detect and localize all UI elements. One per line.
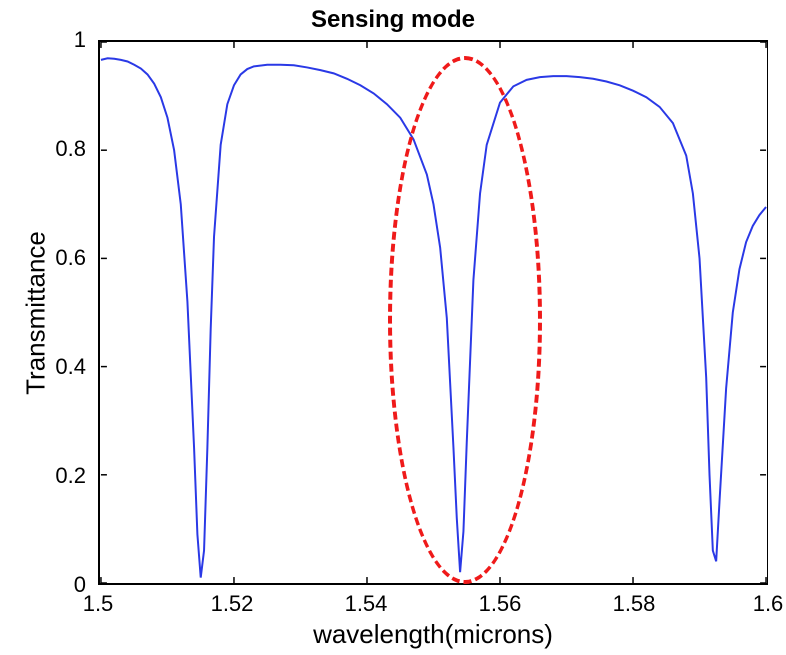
x-tick: 1.58 bbox=[613, 591, 656, 617]
annotation-sensing-mode: Sensing mode bbox=[0, 6, 786, 34]
annotation-text: Sensing mode bbox=[311, 6, 475, 33]
x-axis-label: wavelength(microns) bbox=[313, 619, 553, 650]
x-tick: 1.56 bbox=[479, 591, 522, 617]
sensing-mode-highlight-ellipse bbox=[388, 56, 542, 585]
x-tick: 1.54 bbox=[345, 591, 388, 617]
y-axis-label: Transmittance bbox=[21, 231, 52, 395]
x-tick: 1.5 bbox=[83, 591, 114, 617]
figure-root: { "figure": { "width": 786, "height": 65… bbox=[0, 0, 786, 655]
plot-area bbox=[98, 40, 768, 585]
x-tick: 1.6 bbox=[753, 591, 784, 617]
x-tick: 1.52 bbox=[211, 591, 254, 617]
